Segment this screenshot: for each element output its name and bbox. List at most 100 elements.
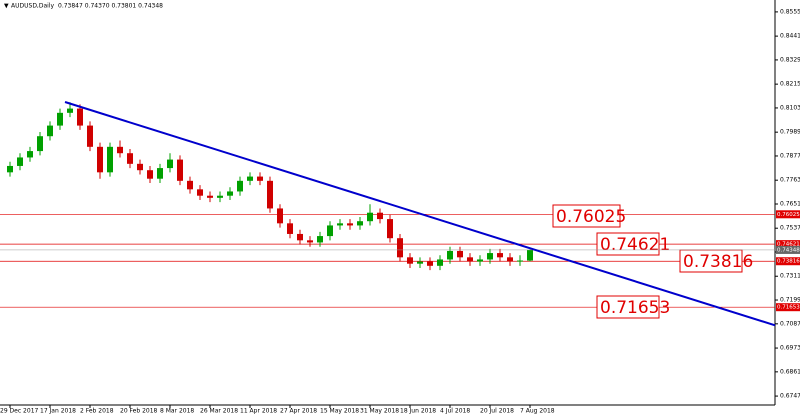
candle-body xyxy=(57,112,63,126)
y-tick-label: 0.67470 xyxy=(780,393,800,400)
candle-body xyxy=(207,195,213,198)
candle-body xyxy=(67,108,73,113)
candle-body xyxy=(447,250,453,260)
level-box-label: 0.74621 xyxy=(600,235,670,255)
level-tag-label: 0.73816 xyxy=(777,259,800,265)
candle-body xyxy=(387,219,393,239)
candle-body xyxy=(477,259,483,262)
candle-body xyxy=(437,259,443,266)
candle-body xyxy=(237,180,243,192)
candle-body xyxy=(347,223,353,226)
candle-body xyxy=(257,176,263,181)
level-tag xyxy=(776,257,800,266)
level-box-label: 0.71653 xyxy=(600,298,670,318)
candle-body xyxy=(47,125,53,137)
level-box-label: 0.73816 xyxy=(683,252,753,272)
candle-body xyxy=(17,157,23,166)
x-tick-label: 8 Mar 2018 xyxy=(160,408,194,415)
candle-body xyxy=(227,191,233,196)
x-tick-label: 26 Mar 2018 xyxy=(200,408,238,415)
x-tick-label: 20 Jul 2018 xyxy=(480,408,514,415)
x-tick-label: 11 Apr 2018 xyxy=(240,408,277,415)
candle-body xyxy=(367,212,373,222)
candle-body xyxy=(307,240,313,243)
trendline xyxy=(64,101,776,327)
header-arrow: ▼ xyxy=(4,3,9,10)
candle-body xyxy=(357,221,363,226)
candle-body xyxy=(517,260,523,262)
candle-body xyxy=(467,257,473,262)
candle-body xyxy=(27,151,33,158)
x-tick-label: 20 Feb 2018 xyxy=(120,408,158,415)
candle-body xyxy=(7,165,13,173)
level-tag-label: 0.74621 xyxy=(777,242,800,248)
level-tag xyxy=(776,303,800,312)
candle-body xyxy=(297,233,303,241)
candle-body xyxy=(407,257,413,264)
candle-body xyxy=(487,253,493,260)
x-tick-label: 15 May 2018 xyxy=(320,408,359,415)
x-tick-label: 17 Jan 2018 xyxy=(40,408,76,415)
x-tick-label: 18 Jun 2018 xyxy=(400,408,436,415)
candle-body xyxy=(147,170,153,179)
candle-body xyxy=(167,159,173,169)
level-tag xyxy=(776,240,800,249)
candle-body xyxy=(97,146,103,173)
level-box xyxy=(596,295,660,319)
level-box xyxy=(596,232,660,256)
x-tick-label: 27 Apr 2018 xyxy=(280,408,317,415)
symbol-title: AUDUSD,Daily xyxy=(11,3,54,10)
level-tag-label: 0.76025 xyxy=(777,212,800,218)
candle-body xyxy=(507,257,513,262)
candle-body xyxy=(287,223,293,234)
candle-body xyxy=(337,223,343,226)
candle-body xyxy=(87,125,93,147)
x-tick-label: 2 Feb 2018 xyxy=(80,408,114,415)
candle-body xyxy=(157,168,163,179)
level-tag xyxy=(776,210,800,219)
x-tick-label: 4 Jul 2018 xyxy=(440,408,470,415)
candle-body xyxy=(117,146,123,154)
candle-body xyxy=(197,189,203,196)
candle-body xyxy=(137,163,143,171)
x-tick-label: 31 May 2018 xyxy=(360,408,399,415)
candle-body xyxy=(397,238,403,258)
candle-body xyxy=(107,146,113,173)
candle-body xyxy=(527,249,533,261)
level-box xyxy=(552,204,621,228)
candle-body xyxy=(217,195,223,198)
candle-body xyxy=(457,250,463,258)
level-box-label: 0.76025 xyxy=(556,207,626,227)
candle-body xyxy=(37,136,43,152)
x-tick-label: 29 Dec 2017 xyxy=(0,408,39,415)
current-price-label: 0.74348 xyxy=(777,247,800,253)
x-tick-label: 7 Aug 2018 xyxy=(520,408,555,415)
candle-body xyxy=(417,261,423,264)
candle-body xyxy=(267,180,273,209)
candle-body xyxy=(127,153,133,164)
candle-body xyxy=(317,236,323,243)
candle-body xyxy=(77,108,83,126)
level-tag-label: 0.71653 xyxy=(777,305,800,311)
current-price-tag xyxy=(776,245,800,254)
ohlc-header: 0.73847 0.74370 0.73801 0.74348 xyxy=(58,3,163,10)
candle-body xyxy=(187,180,193,190)
candle-body xyxy=(497,253,503,258)
candle-body xyxy=(377,212,383,220)
